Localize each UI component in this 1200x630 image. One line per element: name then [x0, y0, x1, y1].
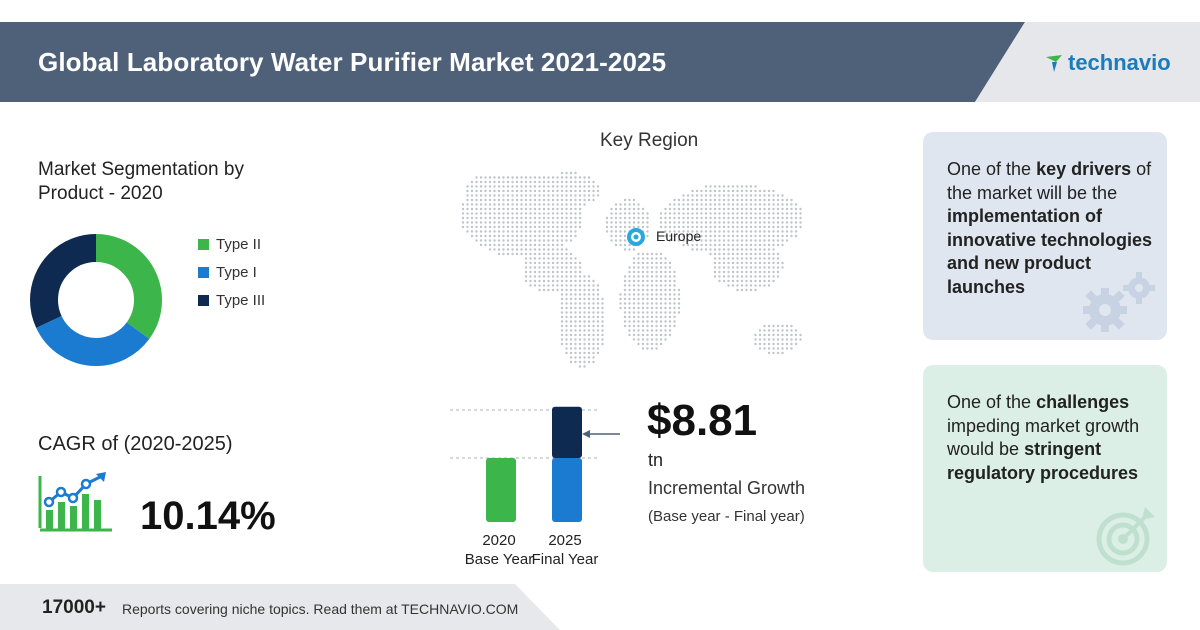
legend-label: Type II	[216, 236, 262, 253]
growth-chart-icon	[38, 472, 112, 532]
challenges-text: One of the challenges impeding market gr…	[947, 391, 1159, 485]
header-band	[0, 22, 1200, 102]
key-drivers-card: One of the key drivers of the market wil…	[923, 132, 1167, 340]
segmentation-donut-chart	[30, 234, 162, 366]
card-text-prefix: One of the	[947, 392, 1037, 412]
legend-swatch	[198, 239, 209, 250]
year-value: 2020	[482, 532, 516, 549]
gears-icon	[1083, 272, 1155, 332]
incremental-growth-period: (Base year - Final year)	[648, 508, 805, 525]
incremental-growth-unit: tn	[648, 450, 664, 470]
technavio-logo-icon	[1046, 55, 1062, 72]
brand-logo[interactable]: technavio	[1044, 50, 1171, 76]
card-highlight: stringent regulatory procedures	[947, 439, 1139, 483]
footer-band	[0, 584, 560, 630]
year-caption: Base Year	[464, 551, 534, 568]
incremental-growth-chart	[450, 406, 620, 522]
challenges-card: One of the challenges impeding market gr…	[923, 365, 1167, 572]
card-text-middle: of the market will be the	[947, 159, 1152, 203]
world-map	[461, 171, 802, 368]
incremental-growth-label: Incremental Growth	[648, 478, 806, 498]
bar-2025-base	[552, 458, 582, 522]
legend-label: Type I	[216, 264, 257, 281]
key-drivers-text: One of the key drivers of the market wil…	[947, 158, 1159, 299]
location-pin-icon	[627, 228, 645, 246]
target-icon	[1096, 507, 1155, 566]
donut-slice-type-iii	[30, 234, 162, 366]
legend-label: Type III	[216, 292, 266, 309]
incremental-growth-value: $8.81	[647, 396, 758, 445]
donut-slice-type-i	[30, 234, 162, 366]
card-key-term: key drivers	[1036, 159, 1132, 179]
cagr-value: 10.14%	[140, 494, 276, 538]
card-text-prefix: One of the	[947, 159, 1037, 179]
segmentation-title: Market Segmentation by Product - 2020	[38, 159, 244, 204]
legend-swatch	[198, 295, 209, 306]
bar-2020-base	[486, 458, 516, 522]
year-value: 2025	[548, 532, 582, 549]
brand-name: technavio	[1068, 50, 1171, 75]
footer-link-text[interactable]: Reports covering niche topics. Read them…	[122, 601, 519, 617]
page-title: Global Laboratory Water Purifier Market …	[38, 47, 667, 77]
card-highlight: implementation of innovative technologie…	[947, 206, 1153, 297]
footer-report-count: 17000+	[42, 597, 106, 618]
bar-2025-incremental	[552, 406, 582, 458]
key-region-label: Europe	[656, 228, 702, 244]
legend-swatch	[198, 267, 209, 278]
legend-item-type-i: Type I	[198, 264, 257, 281]
legend-item-type-iii: Type III	[198, 292, 265, 309]
year-caption: Final Year	[531, 551, 599, 568]
key-region-title: Key Region	[600, 130, 699, 151]
legend-item-type-ii: Type II	[198, 236, 261, 253]
card-text-middle: impeding market growth would be	[947, 415, 1140, 460]
card-key-term: challenges	[1036, 392, 1130, 412]
year-label-2025: 2025 Final Year	[525, 531, 605, 569]
cagr-label: CAGR of (2020-2025)	[38, 433, 233, 455]
map-dots	[461, 171, 802, 368]
year-label-2020: 2020 Base Year	[459, 531, 539, 569]
growth-arrow-head	[582, 430, 590, 438]
